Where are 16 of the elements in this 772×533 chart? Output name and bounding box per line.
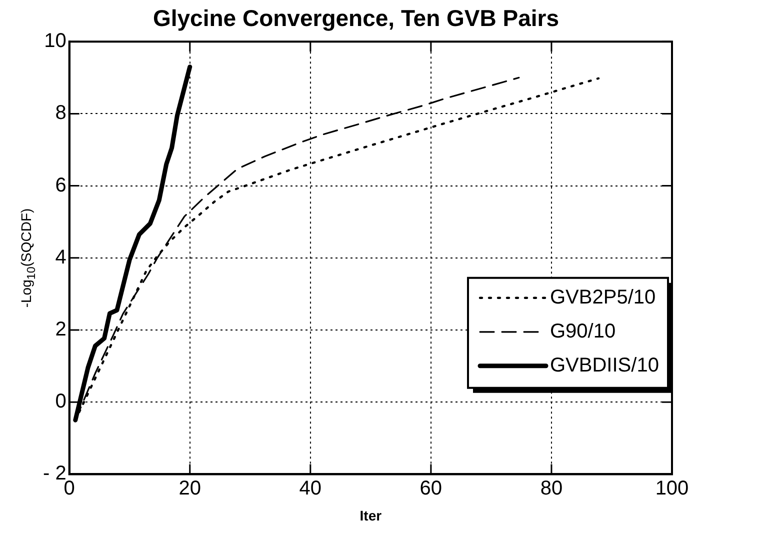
y-tick-label: 8 bbox=[55, 102, 66, 124]
x-tick-label: 20 bbox=[178, 478, 201, 500]
chart-title: Glycine Convergence, Ten GVB Pairs bbox=[152, 5, 560, 32]
x-tick-label: 80 bbox=[540, 478, 563, 500]
y-tick-label: 0 bbox=[55, 390, 66, 413]
y-tick-label: 2 bbox=[55, 318, 66, 341]
legend-label: G90/10 bbox=[550, 320, 616, 342]
y-tick-label: 6 bbox=[55, 174, 66, 196]
x-tick-label: 100 bbox=[655, 478, 689, 500]
x-tick-label: 40 bbox=[299, 478, 322, 500]
y-tick-label: 10 bbox=[44, 30, 66, 52]
legend-label: GVB2P5/10 bbox=[550, 286, 656, 308]
x-tick-label: 60 bbox=[420, 478, 442, 500]
x-axis-title: Iter bbox=[360, 507, 382, 524]
legend-label: GVBDIIS/10 bbox=[550, 354, 659, 376]
y-tick-label: 4 bbox=[55, 246, 66, 268]
